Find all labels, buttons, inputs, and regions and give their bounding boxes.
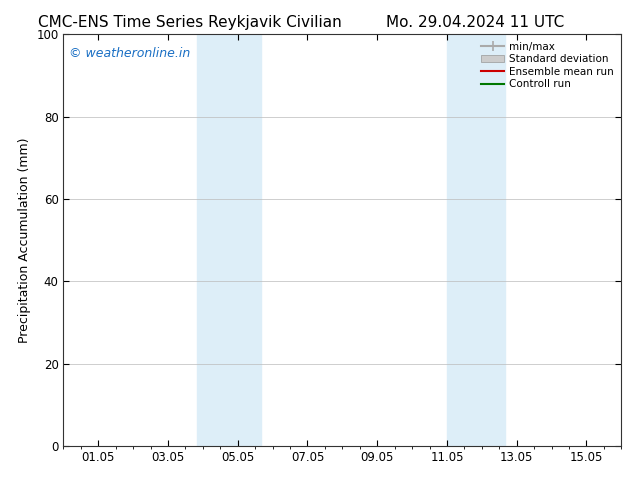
Legend: min/max, Standard deviation, Ensemble mean run, Controll run: min/max, Standard deviation, Ensemble me… bbox=[479, 40, 616, 92]
Bar bbox=[447, 34, 505, 446]
Text: CMC-ENS Time Series Reykjavik Civilian: CMC-ENS Time Series Reykjavik Civilian bbox=[38, 15, 342, 30]
Y-axis label: Precipitation Accumulation (mm): Precipitation Accumulation (mm) bbox=[18, 137, 30, 343]
Text: © weatheronline.in: © weatheronline.in bbox=[69, 47, 190, 60]
Bar bbox=[197, 34, 261, 446]
Text: Mo. 29.04.2024 11 UTC: Mo. 29.04.2024 11 UTC bbox=[386, 15, 565, 30]
